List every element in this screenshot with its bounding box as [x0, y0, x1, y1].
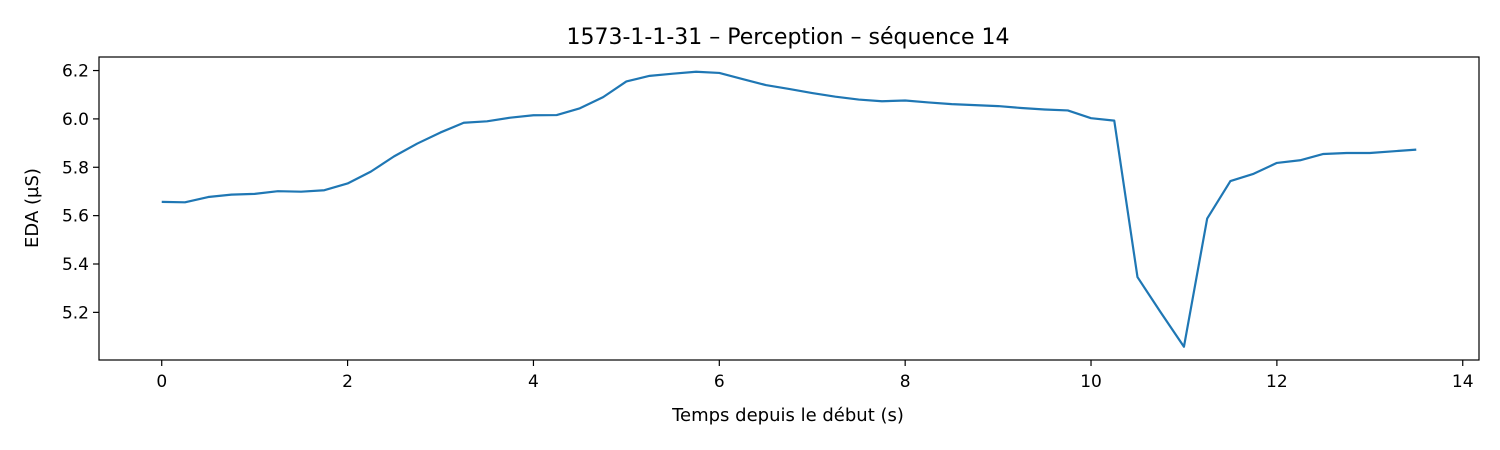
y-tick-label: 5.2	[62, 303, 89, 323]
x-tick-label: 0	[156, 372, 167, 392]
x-tick-label: 8	[900, 372, 911, 392]
plot-frame	[98, 56, 1480, 361]
y-tick-label: 5.8	[62, 158, 89, 178]
y-tick-label: 6.2	[62, 62, 89, 82]
y-tick-label: 5.6	[62, 207, 89, 227]
x-tick-label: 10	[1080, 372, 1102, 392]
x-tick-label: 6	[714, 372, 725, 392]
x-tick-label: 14	[1452, 372, 1474, 392]
x-tick-label: 12	[1266, 372, 1288, 392]
chart-title: 1573-1-1-31 – Perception – séquence 14	[566, 25, 1009, 50]
x-tick-label: 2	[342, 372, 353, 392]
y-tick-label: 5.4	[62, 255, 89, 275]
y-tick-label: 6.0	[62, 110, 89, 130]
x-axis-label: Temps depuis le début (s)	[671, 405, 904, 426]
axis-ticks: 0 2 4 6 8 10 12 14 5.2 5.4 5.6 5.8 6.0 6.2	[62, 62, 1474, 392]
series-line	[161, 70, 1417, 348]
x-tick-label: 4	[528, 372, 539, 392]
y-axis-label: EDA (µS)	[22, 168, 43, 248]
